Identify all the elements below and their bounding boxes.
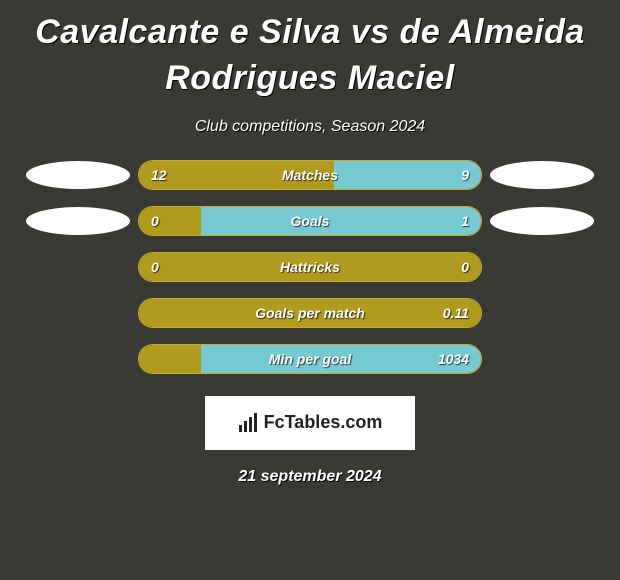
metric-label: Matches bbox=[282, 167, 338, 183]
player1-value: 0 bbox=[151, 213, 159, 229]
player1-avatar-slot bbox=[18, 207, 138, 235]
player2-avatar-placeholder bbox=[490, 161, 594, 189]
player1-avatar-placeholder bbox=[26, 207, 130, 235]
metric-bar: Min per goal 1034 bbox=[138, 344, 482, 374]
player2-value: 1034 bbox=[438, 351, 469, 367]
metric-label: Goals bbox=[291, 213, 330, 229]
comparison-title: Cavalcante e Silva vs de Almeida Rodrigu… bbox=[0, 0, 620, 108]
metric-bar: Goals per match 0.11 bbox=[138, 298, 482, 328]
metric-row: Min per goal 1034 bbox=[0, 344, 620, 374]
player2-bar-segment bbox=[334, 161, 481, 189]
brand-text: FcTables.com bbox=[264, 412, 383, 433]
metric-bar: 0 Hattricks 0 bbox=[138, 252, 482, 282]
snapshot-date: 21 september 2024 bbox=[0, 468, 620, 486]
player2-bar-segment bbox=[201, 207, 481, 235]
metric-rows: 12 Matches 9 0 Goals 1 0 Hattricks 0 Goals per ma… bbox=[0, 160, 620, 374]
player1-value: 0 bbox=[151, 259, 159, 275]
player2-value: 0 bbox=[461, 259, 469, 275]
metric-label: Min per goal bbox=[269, 351, 351, 367]
player2-avatar-slot bbox=[482, 207, 602, 235]
player2-value: 9 bbox=[461, 167, 469, 183]
metric-label: Goals per match bbox=[255, 305, 365, 321]
metric-bar: 0 Goals 1 bbox=[138, 206, 482, 236]
metric-row: 12 Matches 9 bbox=[0, 160, 620, 190]
comparison-subtitle: Club competitions, Season 2024 bbox=[0, 118, 620, 136]
player1-avatar-placeholder bbox=[26, 161, 130, 189]
metric-row: Goals per match 0.11 bbox=[0, 298, 620, 328]
player1-avatar-slot bbox=[18, 161, 138, 189]
player1-bar-segment bbox=[139, 207, 201, 235]
bar-chart-icon bbox=[238, 413, 258, 433]
metric-bar: 12 Matches 9 bbox=[138, 160, 482, 190]
player1-value: 12 bbox=[151, 167, 167, 183]
player2-value: 0.11 bbox=[443, 305, 469, 321]
metric-row: 0 Hattricks 0 bbox=[0, 252, 620, 282]
player1-bar-segment bbox=[139, 345, 201, 373]
metric-row: 0 Goals 1 bbox=[0, 206, 620, 236]
player2-value: 1 bbox=[461, 213, 469, 229]
metric-label: Hattricks bbox=[280, 259, 340, 275]
player2-avatar-slot bbox=[482, 161, 602, 189]
player2-avatar-placeholder bbox=[490, 207, 594, 235]
brand-box: FcTables.com bbox=[205, 396, 415, 450]
